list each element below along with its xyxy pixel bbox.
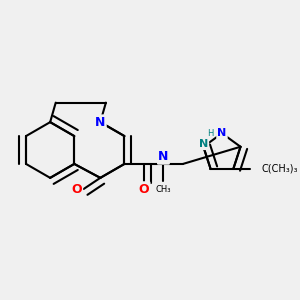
Text: N: N: [199, 139, 208, 149]
Text: H: H: [208, 129, 214, 138]
Text: N: N: [217, 128, 226, 138]
Text: O: O: [139, 182, 149, 196]
Text: CH₃: CH₃: [156, 185, 171, 194]
Text: C(CH₃)₃: C(CH₃)₃: [261, 164, 298, 174]
Text: N: N: [158, 151, 169, 164]
Text: N: N: [95, 116, 106, 129]
Text: O: O: [71, 182, 82, 196]
